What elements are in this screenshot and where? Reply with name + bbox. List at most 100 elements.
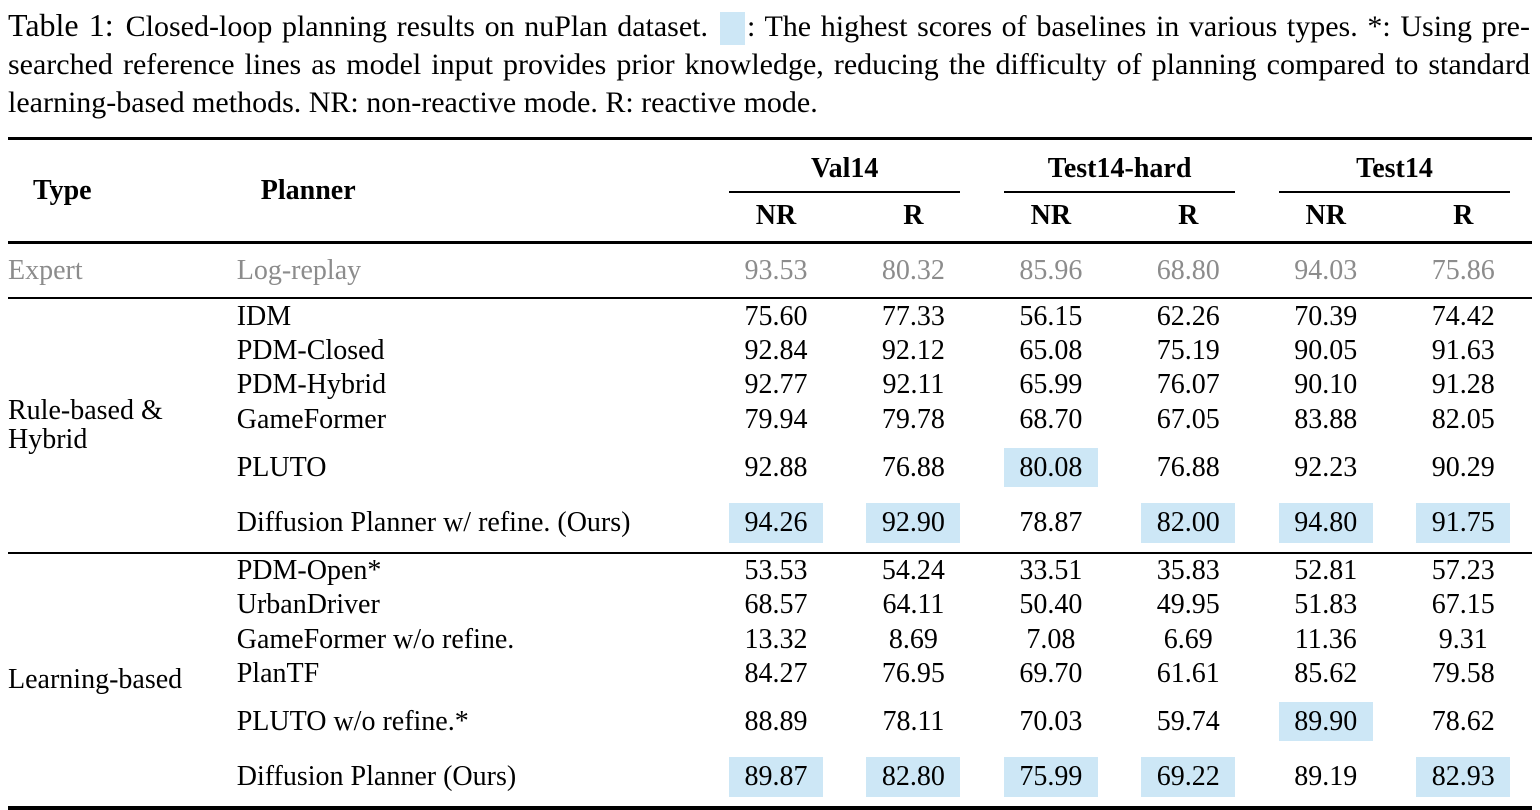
score-cell: 50.40 [1019, 589, 1083, 621]
score-cell: 78.87 [1019, 507, 1083, 539]
score-cell: 89.19 [1294, 761, 1358, 793]
table-row: PDM-Closed 92.84 92.12 65.08 75.19 90.05… [8, 334, 1532, 368]
planner-label: PlanTF [236, 658, 320, 690]
rule-based-section: Rule-based & Hybrid IDM 75.60 77.33 56.1… [8, 298, 1532, 553]
type-label: Learning-based [8, 663, 183, 695]
table-row: PlanTF 84.27 76.95 69.70 61.61 85.62 79.… [8, 657, 1532, 691]
score-cell: 74.42 [1431, 300, 1495, 332]
score-cell: 54.24 [881, 555, 945, 587]
score-cell: 75.99 [982, 744, 1119, 807]
planner-label: Diffusion Planner w/ refine. (Ours) [236, 507, 631, 539]
score-cell: 90.10 [1294, 369, 1358, 401]
table-row: GameFormer w/o refine. 13.32 8.69 7.08 6… [8, 622, 1532, 656]
score-cell: 79.94 [744, 403, 808, 435]
score-cell: 64.11 [882, 589, 945, 621]
score-cell: 82.00 [1120, 490, 1257, 552]
score-cell: 9.31 [1438, 623, 1488, 655]
score-cell: 83.88 [1294, 403, 1358, 435]
planner-label: UrbanDriver [236, 589, 380, 621]
score-cell: 76.95 [881, 658, 945, 690]
score-cell: 89.87 [707, 744, 844, 807]
score-cell: 94.26 [707, 490, 844, 552]
column-header-planner: Planner [260, 174, 356, 206]
table-row-ours: Diffusion Planner w/ refine. (Ours) 94.2… [8, 490, 1532, 552]
column-header-val14-nr: NR [755, 200, 797, 232]
table-row: UrbanDriver 68.57 64.11 50.40 49.95 51.8… [8, 588, 1532, 622]
score-cell: 35.83 [1156, 555, 1220, 587]
planner-label: PLUTO w/o refine.* [236, 706, 469, 738]
score-cell: 92.11 [882, 369, 945, 401]
score-cell: 70.39 [1294, 300, 1358, 332]
score-cell: 57.23 [1431, 555, 1495, 587]
table-row-ours: Diffusion Planner (Ours) 89.87 82.80 75.… [8, 744, 1532, 807]
table-row: PLUTO 92.88 76.88 80.08 76.88 92.23 90.2… [8, 437, 1532, 490]
score-cell: 77.33 [881, 300, 945, 332]
planner-label: Diffusion Planner (Ours) [236, 761, 517, 793]
score-cell: 92.12 [881, 335, 945, 367]
learning-based-section: Learning-based PDM-Open* 53.53 54.24 33.… [8, 553, 1532, 808]
score-cell: 76.88 [1156, 451, 1220, 483]
score-cell: 92.23 [1294, 451, 1358, 483]
score-cell: 85.96 [1019, 254, 1083, 286]
table-header: Type Planner Val14 Test14-hard Test14 NR… [8, 139, 1532, 243]
score-cell: 76.07 [1156, 369, 1220, 401]
score-cell: 65.99 [1019, 369, 1083, 401]
table-row-expert: Expert Log-replay 93.53 80.32 85.96 68.8… [8, 242, 1532, 298]
score-cell: 80.32 [881, 254, 945, 286]
score-cell: 92.77 [744, 369, 808, 401]
score-cell: 68.80 [1156, 254, 1220, 286]
score-cell: 94.03 [1294, 254, 1358, 286]
score-cell: 93.53 [744, 254, 808, 286]
score-cell: 68.57 [744, 589, 808, 621]
table-row: Learning-based PDM-Open* 53.53 54.24 33.… [8, 553, 1532, 695]
column-header-test14hard-r: R [1178, 200, 1199, 232]
table-row: Rule-based & Hybrid IDM 75.60 77.33 56.1… [8, 298, 1532, 454]
score-cell: 79.78 [881, 403, 945, 435]
score-cell: 33.51 [1019, 555, 1083, 587]
caption-label: Table 1: [8, 7, 114, 43]
group-header-row: Type Planner Val14 Test14-hard Test14 [8, 139, 1532, 205]
column-header-val14-r: R [903, 200, 924, 232]
score-cell: 88.89 [744, 706, 808, 738]
score-cell: 52.81 [1294, 555, 1358, 587]
score-cell: 76.88 [881, 451, 945, 483]
table-row: GameFormer 79.94 79.78 68.70 67.05 83.88… [8, 402, 1532, 436]
score-cell: 82.93 [1394, 744, 1532, 807]
score-cell: 90.29 [1431, 451, 1495, 483]
highlight-legend-swatch-icon [720, 12, 746, 45]
score-cell: 80.08 [982, 437, 1119, 490]
planner-label: Log-replay [236, 254, 362, 286]
caption-text-after-legend: : The highest scores of baselines in var… [8, 10, 1530, 119]
score-cell: 78.11 [882, 706, 945, 738]
score-cell: 79.58 [1431, 658, 1495, 690]
table-row: PLUTO w/o refine.* 88.89 78.11 70.03 59.… [8, 691, 1532, 744]
score-cell: 51.83 [1294, 589, 1358, 621]
column-header-test14hard-nr: NR [1030, 200, 1072, 232]
score-cell: 91.75 [1394, 490, 1532, 552]
column-group-test14: Test14 [1257, 139, 1532, 194]
type-label: Expert [8, 254, 83, 286]
score-cell: 92.90 [845, 490, 982, 552]
score-cell: 69.70 [1019, 658, 1083, 690]
planner-label: PDM-Open* [236, 555, 382, 587]
score-cell: 75.86 [1431, 254, 1495, 286]
score-cell: 7.08 [1026, 623, 1076, 655]
planner-label: GameFormer [236, 403, 387, 435]
column-header-test14-nr: NR [1305, 200, 1346, 232]
score-cell: 75.60 [744, 300, 808, 332]
planner-label: PDM-Hybrid [236, 369, 387, 401]
score-cell: 68.70 [1019, 403, 1083, 435]
score-cell: 67.05 [1156, 403, 1220, 435]
score-cell: 11.36 [1294, 623, 1357, 655]
sub-header-row: NR R NR R NR R [8, 193, 1532, 242]
caption-text-before-legend: Closed-loop planning results on nuPlan d… [125, 10, 709, 43]
score-cell: 62.26 [1156, 300, 1220, 332]
column-header-test14-r: R [1453, 200, 1474, 232]
column-group-test14-hard: Test14-hard [982, 139, 1257, 194]
score-cell: 61.61 [1156, 658, 1220, 690]
score-cell: 90.05 [1294, 335, 1358, 367]
score-cell: 69.22 [1120, 744, 1257, 807]
score-cell: 91.63 [1431, 335, 1495, 367]
type-label: Rule-based & Hybrid [8, 394, 163, 456]
score-cell: 89.90 [1257, 691, 1394, 744]
